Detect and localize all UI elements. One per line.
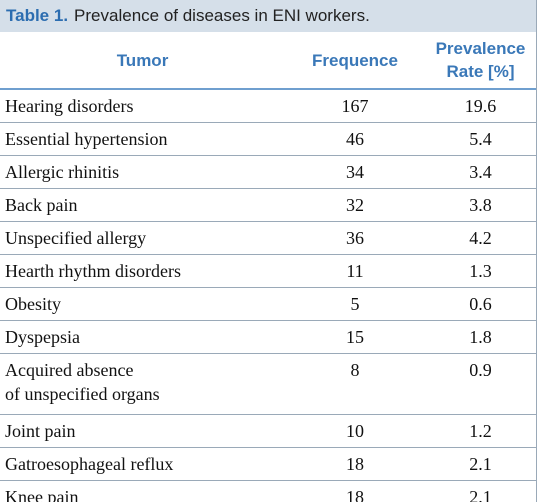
table-cell: 11 bbox=[285, 254, 425, 288]
table-caption: Prevalence of diseases in ENI workers. bbox=[74, 6, 370, 25]
table-cell: 1.3 bbox=[425, 254, 536, 288]
table-cell: Allergic rhinitis bbox=[0, 155, 285, 189]
table-cell: 3.8 bbox=[425, 188, 536, 222]
table-cell: Back pain bbox=[0, 188, 285, 222]
table-cell: Acquired absence of unspecified organs bbox=[0, 353, 285, 415]
table-cell: 32 bbox=[285, 188, 425, 222]
data-table: Tumor Frequence Prevalence Rate [%] Hearin… bbox=[0, 32, 536, 502]
table-cell: Joint pain bbox=[0, 414, 285, 448]
table-row: Dyspepsia 15 1.8 bbox=[0, 320, 536, 354]
table-row: Obesity 5 0.6 bbox=[0, 287, 536, 321]
title-bar: Table 1. Prevalence of diseases in ENI wo… bbox=[0, 0, 536, 32]
table-row: Hearing disorders 167 19.6 bbox=[0, 89, 536, 123]
table-body: Hearing disorders 167 19.6 Essential hypert… bbox=[0, 89, 536, 502]
table-cell: 1.2 bbox=[425, 414, 536, 448]
table-cell: 0.6 bbox=[425, 287, 536, 321]
table-cell: Hearth rhythm disorders bbox=[0, 254, 285, 288]
table-cell: Knee pain bbox=[0, 480, 285, 502]
table-row: Allergic rhinitis 34 3.4 bbox=[0, 155, 536, 189]
header-row: Tumor Frequence Prevalence Rate [%] bbox=[0, 32, 536, 90]
table-cell: 5 bbox=[285, 287, 425, 321]
table-cell: 15 bbox=[285, 320, 425, 354]
table-cell: 3.4 bbox=[425, 155, 536, 189]
table-row: Back pain 32 3.8 bbox=[0, 188, 536, 222]
table-cell: 8 bbox=[285, 353, 425, 415]
table-row: Knee pain 18 2.1 bbox=[0, 480, 536, 502]
table-row: Unspecified allergy 36 4.2 bbox=[0, 221, 536, 255]
table-row: Hearth rhythm disorders 11 1.3 bbox=[0, 254, 536, 288]
table-cell: 0.9 bbox=[425, 353, 536, 415]
table-cell: Hearing disorders bbox=[0, 89, 285, 123]
column-header: Prevalence Rate [%] bbox=[425, 32, 536, 90]
table-cell: 19.6 bbox=[425, 89, 536, 123]
table-cell: 10 bbox=[285, 414, 425, 448]
table-cell: Unspecified allergy bbox=[0, 221, 285, 255]
table-row: Gatroesophageal reflux 18 2.1 bbox=[0, 447, 536, 481]
table-cell: 4.2 bbox=[425, 221, 536, 255]
table-cell: 18 bbox=[285, 480, 425, 502]
table-cell: 167 bbox=[285, 89, 425, 123]
table-row: Essential hypertension 46 5.4 bbox=[0, 122, 536, 156]
table-row: Acquired absence of unspecified organs 8 0… bbox=[0, 353, 536, 415]
table-cell: 46 bbox=[285, 122, 425, 156]
column-header: Frequence bbox=[285, 32, 425, 90]
table-label: Table 1. bbox=[6, 6, 69, 25]
column-header: Tumor bbox=[0, 32, 285, 90]
table-cell: 2.1 bbox=[425, 447, 536, 481]
table-cell: Essential hypertension bbox=[0, 122, 285, 156]
table-row: Joint pain 10 1.2 bbox=[0, 414, 536, 448]
table-cell: 34 bbox=[285, 155, 425, 189]
table-cell: 1.8 bbox=[425, 320, 536, 354]
table-cell: Dyspepsia bbox=[0, 320, 285, 354]
table-cell: 5.4 bbox=[425, 122, 536, 156]
table-cell: Obesity bbox=[0, 287, 285, 321]
table-cell: 36 bbox=[285, 221, 425, 255]
table-cell: Gatroesophageal reflux bbox=[0, 447, 285, 481]
table-cell: 18 bbox=[285, 447, 425, 481]
table-cell: 2.1 bbox=[425, 480, 536, 502]
